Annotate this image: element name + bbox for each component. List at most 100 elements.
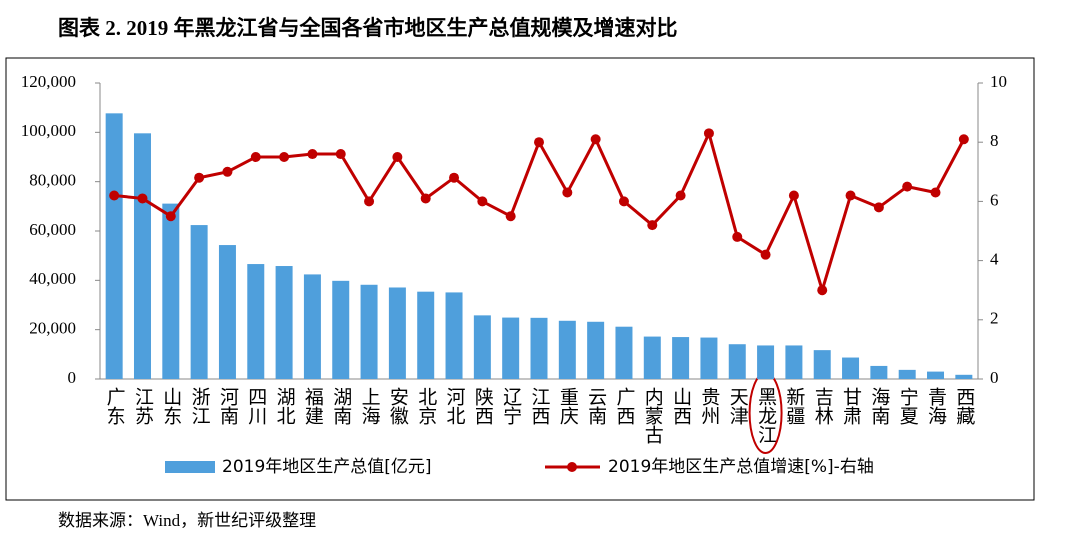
x-tick-label: 湖北: [274, 387, 296, 425]
line-marker: [675, 190, 686, 201]
bar: [757, 345, 775, 379]
bar: [388, 287, 406, 379]
legend-swatch: [567, 462, 577, 472]
x-tick-label: 河北: [444, 387, 466, 425]
x-tick-label: 安徽: [387, 387, 409, 425]
bar: [898, 369, 916, 379]
x-tick-label: 新疆: [783, 387, 805, 425]
x-tick-label: 广东: [104, 387, 126, 425]
line-marker: [590, 134, 601, 145]
chart-title: 图表 2. 2019 年黑龙江省与全国各省市地区生产总值规模及增速对比: [58, 16, 678, 40]
source-note: 数据来源：Wind，新世纪评级整理: [58, 511, 316, 530]
line-marker: [732, 231, 743, 242]
bar: [303, 274, 321, 379]
x-tick-label: 青海: [925, 387, 947, 425]
x-tick-label: 贵州: [698, 387, 720, 425]
bar: [417, 291, 435, 379]
y2-tick-label: 4: [990, 250, 999, 269]
line-marker: [647, 220, 658, 231]
line-marker: [477, 196, 488, 207]
line-marker: [845, 190, 856, 201]
bar: [615, 326, 633, 379]
line-marker: [534, 137, 544, 148]
x-tick-label: 四川: [245, 387, 267, 425]
line-marker: [279, 152, 290, 162]
y-tick-label: 20,000: [29, 319, 76, 338]
bar: [643, 336, 661, 379]
line-marker: [307, 149, 318, 160]
bar: [700, 337, 718, 379]
line-marker: [364, 196, 375, 207]
bar: [445, 292, 463, 379]
y2-tick-label: 6: [990, 190, 999, 209]
line-marker: [449, 172, 460, 183]
bar: [587, 321, 605, 379]
x-tick-label: 上海: [359, 387, 381, 425]
x-tick-label: 西藏: [953, 387, 975, 426]
line-marker: [958, 134, 969, 145]
legend-label: 2019年地区生产总值增速[%]-右轴: [608, 457, 874, 477]
line-marker: [194, 172, 205, 183]
bar: [927, 371, 945, 379]
bar: [842, 357, 860, 379]
y2-tick-label: 10: [990, 72, 1007, 91]
bar: [870, 365, 888, 379]
line-marker: [817, 285, 828, 296]
bar: [105, 113, 123, 379]
x-tick-label: 吉林: [812, 387, 834, 425]
line-marker: [222, 166, 233, 177]
bar: [813, 350, 831, 379]
chart-frame: [5, 57, 1035, 501]
line-marker: [760, 249, 771, 260]
line-marker: [392, 152, 403, 162]
bar: [502, 317, 520, 379]
line-marker: [335, 149, 346, 160]
x-tick-label: 广西: [613, 387, 635, 425]
bar: [133, 133, 151, 379]
bar: [332, 280, 350, 379]
x-tick-label: 福建: [302, 387, 324, 425]
bar: [162, 203, 180, 379]
y-tick-label: 100,000: [21, 121, 76, 140]
line-marker: [562, 187, 573, 198]
bar: [190, 225, 208, 379]
x-tick-label: 山东: [160, 387, 181, 425]
bar: [473, 315, 491, 379]
y-tick-label: 60,000: [29, 220, 76, 239]
legend-label: 2019年地区生产总值[亿元]: [222, 457, 432, 477]
bar: [728, 344, 746, 379]
x-tick-label: 陕西: [472, 387, 493, 425]
x-tick-label: 内蒙古: [642, 387, 663, 444]
legend-swatch: [165, 461, 215, 473]
x-tick-label: 北京: [415, 387, 437, 426]
line-marker: [930, 187, 941, 198]
y-tick-label: 0: [68, 368, 77, 387]
x-tick-label: 甘肃: [840, 387, 862, 425]
x-tick-label: 重庆: [557, 387, 579, 425]
x-tick-label: 宁夏: [897, 387, 919, 425]
line-marker: [703, 128, 714, 139]
line-marker: [788, 190, 799, 201]
bar: [558, 320, 576, 379]
x-tick-label: 云南: [585, 387, 606, 425]
y-tick-label: 40,000: [29, 269, 76, 288]
x-tick-label: 湖南: [330, 387, 352, 425]
x-tick-label: 辽宁: [500, 387, 522, 425]
y2-tick-label: 8: [990, 131, 999, 150]
bar: [218, 245, 236, 379]
x-tick-label: 河南: [217, 387, 239, 425]
y-tick-label: 120,000: [21, 72, 76, 91]
line-marker: [618, 196, 629, 207]
x-tick-label: 江苏: [132, 387, 154, 425]
x-tick-label: 山西: [670, 387, 691, 425]
line-marker: [109, 190, 120, 201]
x-tick-label: 江西: [529, 387, 551, 425]
x-tick-label: 黑龙江: [755, 387, 777, 444]
line-marker: [505, 211, 516, 222]
line-marker: [873, 202, 884, 213]
x-tick-label: 浙江: [189, 387, 211, 425]
bar: [955, 374, 973, 379]
line-marker: [250, 152, 261, 162]
bar: [672, 337, 690, 379]
